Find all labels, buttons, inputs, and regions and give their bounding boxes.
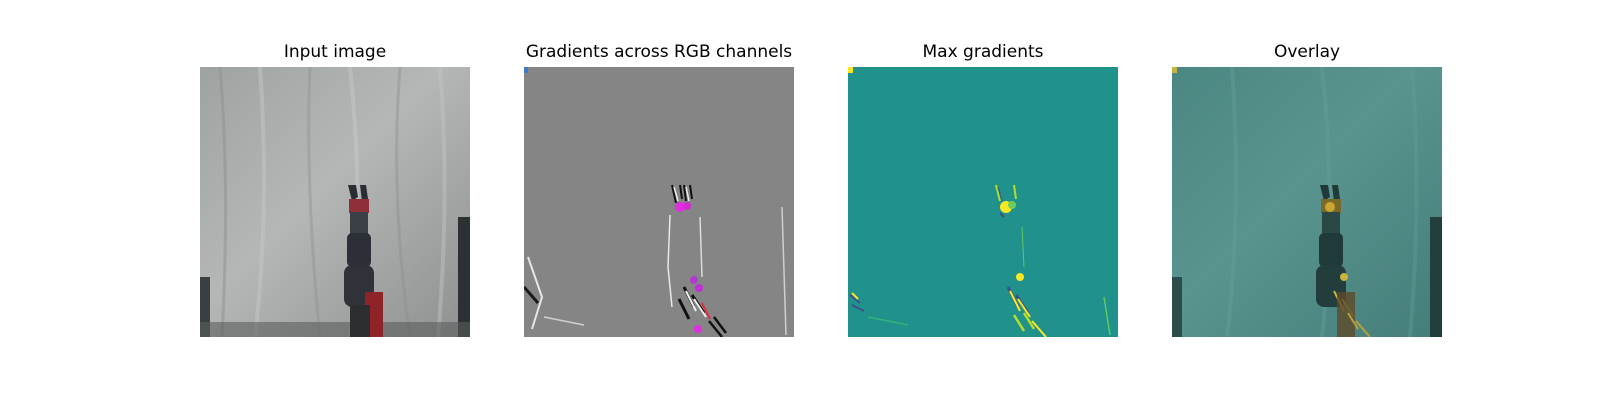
input-image — [200, 67, 470, 337]
panel-title-rgb-gradients: Gradients across RGB channels — [525, 42, 793, 62]
max-gradient-heatmap — [848, 67, 1118, 337]
panel-title-input-image: Input image — [283, 42, 387, 62]
rgb-gradient-map — [524, 67, 794, 337]
panel-title-max-gradients: Max gradients — [922, 42, 1044, 62]
gradient-overlay — [1172, 67, 1442, 337]
panel-title-overlay: Overlay — [1273, 42, 1341, 62]
